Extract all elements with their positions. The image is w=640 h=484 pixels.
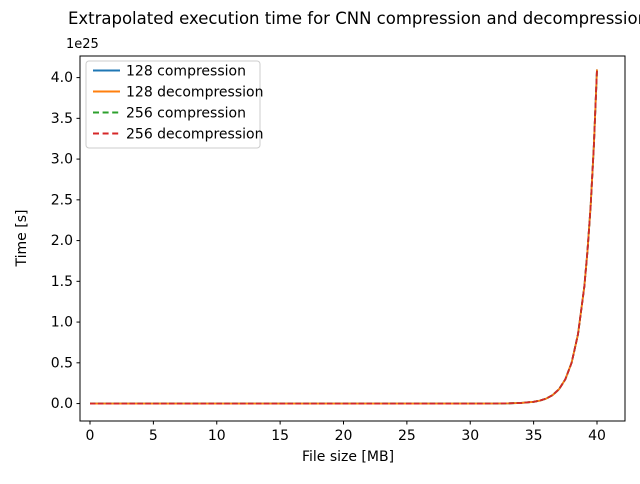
chart-title: Extrapolated execution time for CNN comp…: [68, 9, 640, 28]
y-tick-label: 1.5: [51, 274, 73, 290]
legend: 128 compression 128 decompression 256 comp…: [85, 60, 263, 149]
y-tick-label: 1.0: [51, 315, 73, 331]
legend-label: 256 compression: [126, 106, 246, 122]
legend-label: 128 compression: [126, 64, 246, 80]
y-tick-label: 3.0: [51, 152, 73, 168]
x-tick-label: 20: [335, 428, 353, 444]
x-axis-ticks: 0 5 10 15 20 25 30 35 40: [86, 421, 606, 444]
legend-label: 256 decompression: [126, 127, 263, 143]
y-tick-label: 2.0: [51, 233, 73, 249]
line-256-decompression: [90, 69, 598, 405]
x-tick-label: 40: [588, 428, 606, 444]
x-tick-label: 25: [398, 428, 416, 444]
x-axis-label: File size [MB]: [302, 449, 394, 465]
x-tick-label: 5: [149, 428, 158, 444]
y-axis-offset-label: 1e25: [66, 37, 99, 52]
y-tick-label: 0.5: [51, 355, 73, 371]
x-tick-label: 30: [461, 428, 479, 444]
legend-box: [85, 60, 261, 149]
series-lines: [90, 69, 598, 405]
axes-frame: [79, 55, 626, 422]
y-tick-label: 4.0: [51, 70, 73, 86]
y-axis-label: Time [s]: [14, 210, 30, 268]
y-tick-label: 3.5: [51, 111, 73, 127]
y-tick-label: 0.0: [51, 396, 73, 412]
x-tick-label: 35: [525, 428, 543, 444]
legend-label: 128 decompression: [126, 85, 263, 101]
x-tick-label: 10: [208, 428, 226, 444]
x-tick-label: 15: [271, 428, 289, 444]
x-tick-label: 0: [86, 428, 95, 444]
y-axis-ticks: 0.0 0.5 1.0 1.5 2.0 2.5 3.0 3.5 4.0: [51, 70, 80, 412]
y-tick-label: 2.5: [51, 192, 73, 208]
